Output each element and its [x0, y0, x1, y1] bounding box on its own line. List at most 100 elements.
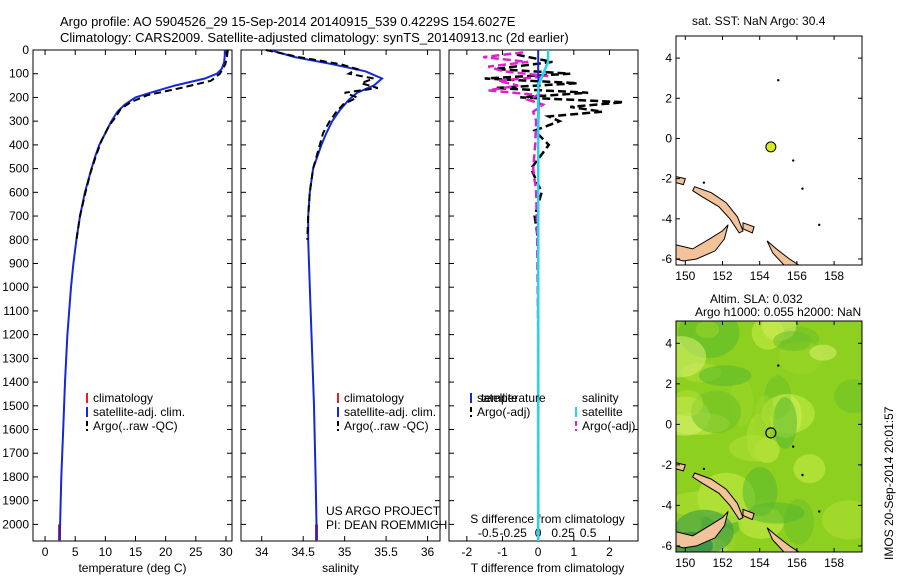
- depth-tick-label: 1800: [2, 470, 29, 484]
- sst-map-land: [676, 224, 729, 262]
- depth-tick-label: 500: [9, 162, 29, 176]
- sla-map-y-tick-label: -6: [661, 539, 672, 553]
- sla-map-islet: [777, 364, 780, 367]
- depth-tick-label: 0: [22, 43, 29, 57]
- sla-map-sla-patch: [834, 379, 862, 413]
- depth-tick-label: 1100: [3, 304, 29, 318]
- sla-map-sla-patch: [809, 344, 837, 361]
- sla-map-sla-patch: [773, 330, 811, 351]
- sla-map-title-line1: Altim. SLA: 0.032: [710, 292, 803, 306]
- temperature-axis-tick-label: 0: [42, 545, 49, 559]
- depth-tick-label: 100: [9, 67, 29, 81]
- sla-map-sla-patch: [729, 435, 779, 462]
- sst-map-y-tick-label: -6: [661, 252, 672, 266]
- temperature-satellite-line: [58, 50, 226, 542]
- difference-salinity-legend-title: salinity: [582, 391, 619, 405]
- sla-map-y-tick-label: 4: [665, 336, 672, 350]
- salinity-difference-tick-label: 0.25: [551, 526, 575, 540]
- difference-temperature-legend-label: Argo(-adj): [477, 405, 530, 419]
- depth-tick-label: 700: [9, 209, 29, 223]
- temperature-difference-axis-tick-label: -2: [461, 545, 472, 559]
- sla-map-sla-patch: [690, 390, 742, 434]
- temperature-legend-label: satellite-adj. clim.: [93, 405, 185, 419]
- depth-tick-label: 800: [9, 233, 29, 247]
- depth-tick-label: 1900: [2, 494, 29, 508]
- sla-map-land: [692, 472, 744, 521]
- temperature-difference-axis-tick-label: 0: [535, 545, 542, 559]
- sla-map-islet: [818, 510, 821, 513]
- sla-map-islet: [791, 445, 795, 448]
- sst-map-y-tick-label: -4: [661, 212, 672, 226]
- sla-map-sla-patch: [742, 467, 778, 517]
- sst-map-frame: [675, 35, 863, 266]
- sst-map-land: [692, 186, 744, 234]
- salinity-satellite-line: [269, 49, 384, 541]
- sst-map-islet: [791, 159, 795, 162]
- sst-map-y-tick-label: 0: [665, 131, 672, 145]
- sst-map-islet: [702, 181, 706, 184]
- salinity-argo-line: [265, 49, 379, 240]
- salinity-axis-label: salinity: [322, 561, 359, 575]
- temperature-axis-tick-label: 15: [129, 545, 143, 559]
- sla-map-x-tick-label: 156: [787, 556, 807, 570]
- sla-map-x-tick-label: 154: [750, 556, 770, 570]
- sla-map-sla-patch: [676, 389, 703, 417]
- temperature-difference-argo-line: [484, 53, 624, 240]
- salinity-difference-axis-label: S difference from climatology: [470, 512, 625, 526]
- sla-map-land: [766, 527, 800, 552]
- sst-map-land: [742, 222, 755, 234]
- salinity-difference-tick-label: 0.5: [580, 526, 597, 540]
- sla-map-sla-patch: [773, 397, 797, 449]
- salinity-axis-tick-label: 34.5: [292, 545, 316, 559]
- sla-map-sla-patch: [822, 500, 862, 540]
- sla-map-land: [742, 508, 755, 521]
- temperature-axis-tick-label: 30: [219, 545, 233, 559]
- sla-map-land: [676, 511, 729, 549]
- figure-title-line2: Climatology: CARS2009. Satellite-adjuste…: [60, 30, 569, 45]
- salinity-axis-tick-label: 35.5: [374, 545, 398, 559]
- sla-map-x-tick-label: 150: [675, 556, 695, 570]
- sla-map-sla-patch: [676, 336, 707, 378]
- temperature-legend-label: Argo(..raw -QC): [93, 419, 178, 433]
- depth-tick-label: 400: [9, 138, 29, 152]
- temperature-difference-axis-label: T difference from climatology: [471, 561, 625, 575]
- salinity-panel-frame: [240, 49, 441, 542]
- depth-tick-label: 1500: [2, 399, 29, 413]
- sst-map-land: [676, 176, 686, 186]
- depth-tick-label: 1400: [2, 375, 29, 389]
- temperature-axis-tick-label: 10: [99, 545, 113, 559]
- depth-tick-label: 300: [9, 114, 29, 128]
- sst-map-islet: [777, 78, 780, 82]
- sla-map-sla-patch: [676, 491, 729, 517]
- sla-map-x-tick-label: 152: [712, 556, 732, 570]
- sla-map-islet: [702, 467, 706, 471]
- salinity-axis-tick-label: 34: [255, 545, 269, 559]
- temperature-difference-axis-tick-label: 2: [606, 545, 613, 559]
- salinity-difference-satellite-line: [536, 50, 550, 541]
- figure-title-line1: Argo profile: AO 5904526_29 15-Sep-2014 …: [60, 14, 516, 29]
- salinity-difference-argo-line: [483, 51, 549, 541]
- sla-map-islet: [801, 473, 804, 477]
- sla-map-content: [676, 321, 862, 552]
- temperature-difference-axis-tick-label: -1: [497, 545, 508, 559]
- sla-map-frame: [675, 320, 863, 553]
- sst-map-y-tick-label: 4: [665, 51, 672, 65]
- sst-map-x-tick-label: 154: [750, 269, 770, 283]
- salinity-legend-label: Argo(..raw -QC): [344, 419, 429, 433]
- difference-salinity-legend-label: satellite: [582, 405, 623, 419]
- salinity-legend-label: satellite-adj. clim.: [344, 405, 436, 419]
- depth-tick-label: 1200: [2, 328, 29, 342]
- sst-map-argo-marker: [765, 141, 777, 153]
- sla-map-x-tick-label: 158: [824, 556, 844, 570]
- temperature-axis-tick-label: 5: [72, 545, 79, 559]
- sst-map-y-tick-label: -2: [661, 172, 672, 186]
- depth-tick-label: 600: [9, 185, 29, 199]
- salinity-difference-tick-label: -0.25: [500, 526, 528, 540]
- difference-panel-frame: [448, 49, 639, 542]
- sst-map-x-tick-label: 158: [824, 269, 844, 283]
- salinity-axis-tick-label: 36: [421, 545, 435, 559]
- sla-map-sla-patch: [695, 321, 720, 338]
- depth-tick-label: 900: [9, 256, 29, 270]
- sst-map-y-tick-label: 2: [665, 91, 672, 105]
